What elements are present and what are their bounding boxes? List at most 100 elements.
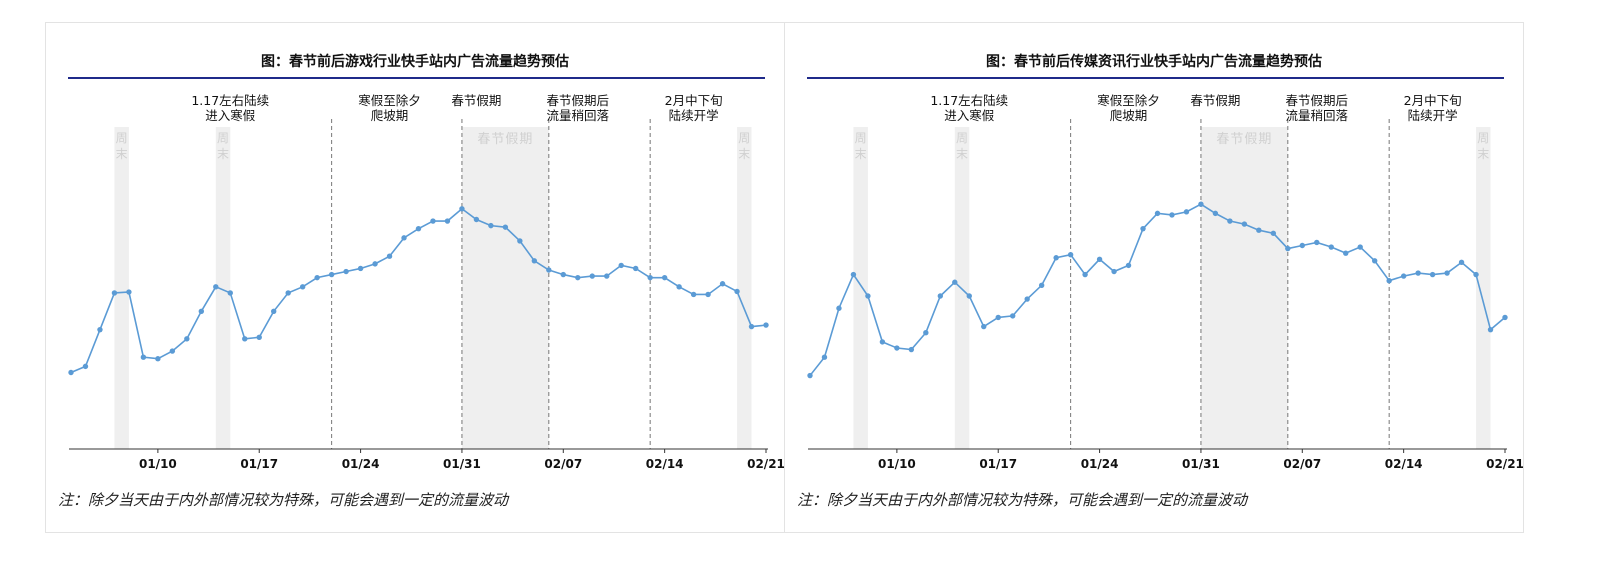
phase-label: 寒假至除夕 — [358, 93, 421, 108]
data-point — [1357, 244, 1363, 250]
phase-label: 陆续开学 — [669, 108, 719, 123]
weekend-band — [1476, 127, 1491, 449]
x-tick-label: 01/31 — [1182, 457, 1220, 471]
data-point — [821, 354, 828, 360]
data-point — [1111, 268, 1117, 275]
data-point — [488, 222, 494, 229]
data-point — [517, 238, 523, 244]
data-point — [661, 274, 668, 281]
data-point — [68, 369, 74, 376]
weekend-label: 周 — [738, 131, 750, 145]
data-point — [1024, 296, 1030, 302]
data-point — [111, 290, 118, 296]
data-point — [1415, 270, 1421, 276]
chart-title: 图：春节前后传媒资讯行业快手站内广告流量趋势预估 — [986, 54, 1322, 70]
data-point — [1314, 239, 1320, 246]
data-point — [1082, 271, 1088, 278]
data-point — [531, 258, 538, 264]
data-point — [1212, 210, 1219, 217]
phase-label: 爬坡期 — [1110, 108, 1148, 123]
data-point — [807, 372, 813, 379]
data-point — [1256, 227, 1262, 233]
x-tick-label: 01/31 — [443, 457, 481, 471]
x-tick-label: 01/10 — [139, 457, 177, 471]
data-point — [1487, 326, 1494, 333]
weekend-label: 周 — [116, 131, 128, 145]
phase-label: 春节假期后 — [547, 93, 610, 108]
x-tick-label: 02/21 — [747, 457, 785, 471]
x-tick-label: 01/10 — [878, 457, 916, 471]
x-tick-label: 01/17 — [979, 457, 1017, 471]
x-tick-label: 02/07 — [544, 457, 582, 471]
weekend-band — [114, 127, 129, 449]
data-point — [1053, 255, 1059, 261]
phase-label: 2月中下旬 — [1404, 93, 1462, 108]
chart-panel-games: 图：春节前后游戏行业快手站内广告流量趋势预估 周末周末周末春节假期 1.17左右陆… — [45, 22, 785, 533]
data-point — [865, 293, 871, 299]
data-point — [285, 290, 291, 296]
data-point — [299, 284, 306, 290]
data-point — [923, 330, 929, 336]
weekend-label: 末 — [116, 147, 128, 161]
phase-label: 流量稍回落 — [547, 108, 610, 123]
data-point — [502, 224, 509, 230]
data-point — [1227, 218, 1233, 224]
data-point — [314, 274, 320, 281]
x-tick-label: 02/21 — [1486, 457, 1524, 471]
data-point — [1444, 270, 1450, 276]
data-point — [952, 279, 958, 285]
weekend-band — [853, 127, 868, 449]
data-point — [1400, 273, 1407, 279]
data-point — [1502, 314, 1508, 321]
data-point — [155, 356, 161, 362]
phase-label: 流量稍回落 — [1286, 108, 1349, 123]
data-point — [1154, 210, 1161, 217]
x-tick-label: 01/24 — [1081, 457, 1119, 471]
x-tick-label: 01/17 — [240, 457, 278, 471]
chart-note: 注：除夕当天由于内外部情况较为特殊，可能会遇到一定的流量波动 — [58, 491, 509, 509]
phase-label: 2月中下旬 — [665, 93, 723, 108]
data-point — [604, 273, 610, 279]
data-point — [126, 289, 132, 295]
phase-label: 进入寒假 — [205, 108, 256, 123]
data-point — [1198, 201, 1204, 207]
data-point — [401, 235, 407, 241]
data-point — [372, 261, 378, 267]
data-point — [1038, 282, 1045, 288]
data-point — [1429, 271, 1436, 278]
weekend-label: 周 — [1477, 131, 1489, 145]
data-point — [256, 334, 262, 341]
weekend-band — [954, 127, 970, 449]
chart-title: 图：春节前后游戏行业快手站内广告流量趋势预估 — [261, 54, 569, 70]
data-point — [836, 305, 842, 311]
holiday-band — [461, 127, 549, 449]
data-point — [1299, 242, 1305, 249]
data-point — [1386, 278, 1392, 284]
data-point — [386, 253, 393, 259]
data-point — [575, 274, 581, 281]
data-point — [140, 354, 147, 360]
weekend-label: 末 — [956, 147, 968, 161]
data-point — [981, 323, 987, 330]
series-line — [70, 207, 767, 374]
data-point — [1169, 212, 1175, 218]
data-point — [734, 288, 740, 295]
data-point — [908, 346, 915, 353]
data-point — [1140, 225, 1146, 232]
data-point — [748, 323, 755, 330]
phase-label: 寒假至除夕 — [1097, 93, 1160, 108]
x-tick-label: 02/07 — [1283, 457, 1321, 471]
x-tick-label: 02/14 — [1385, 457, 1423, 471]
data-point — [415, 225, 422, 232]
data-point — [1125, 262, 1132, 269]
data-point — [995, 314, 1001, 321]
data-point — [1343, 250, 1349, 256]
data-point — [1183, 209, 1190, 215]
phase-label: 春节假期后 — [1286, 93, 1349, 108]
weekend-band — [215, 127, 231, 449]
holiday-label: 春节假期 — [1216, 132, 1272, 147]
data-point — [473, 216, 480, 223]
data-point — [850, 271, 857, 278]
data-point — [184, 336, 190, 342]
